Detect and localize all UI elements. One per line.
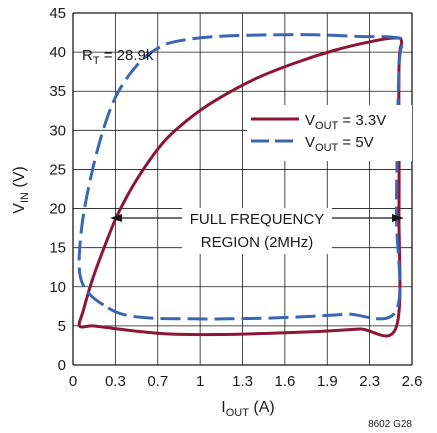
series-lines xyxy=(77,33,405,338)
grid xyxy=(72,12,413,366)
x-tick-label: 0.3 xyxy=(105,373,126,390)
x-axis-label: IOUT (A) xyxy=(221,399,274,419)
region-arrowhead-right xyxy=(392,214,404,222)
x-tick-label: 0 xyxy=(69,373,77,390)
legend-label-5v: VOUT = 5V xyxy=(305,134,374,154)
y-tick-label: 30 xyxy=(49,122,66,139)
y-tick-label: 45 xyxy=(49,5,66,22)
tick-labels: 0 0.3 0.7 1 1.3 1.6 1.9 2.3 2.6 0 5 10 15 20 25 30 35 40 4… xyxy=(49,5,422,390)
y-tick-label: 15 xyxy=(49,240,66,257)
figure-code: 8602 G28 xyxy=(368,419,412,430)
y-tick-label: 0 xyxy=(58,357,66,374)
y-tick-label: 35 xyxy=(49,83,66,100)
y-tick-label: 40 xyxy=(49,44,66,61)
y-axis-label: VIN (V) xyxy=(11,166,31,213)
region-label-line2: REGION (2MHz) xyxy=(201,234,314,251)
region-label-background xyxy=(182,208,332,254)
series-line-5v xyxy=(77,33,405,321)
y-tick-label: 25 xyxy=(49,161,66,178)
series-line-3v3 xyxy=(77,36,404,338)
region-arrowhead-left xyxy=(110,214,122,222)
legend-background xyxy=(247,105,412,161)
legend: VOUT = 3.3V VOUT = 5V xyxy=(247,105,412,161)
x-tick-label: 0.7 xyxy=(147,373,168,390)
x-tick-label: 1.9 xyxy=(317,373,338,390)
legend-label-3v3: VOUT = 3.3V xyxy=(305,112,386,132)
y-tick-label: 20 xyxy=(49,201,66,218)
x-tick-label: 1 xyxy=(196,373,204,390)
x-tick-label: 1.3 xyxy=(232,373,253,390)
y-tick-label: 5 xyxy=(58,318,66,335)
x-tick-label: 2.3 xyxy=(359,373,380,390)
rt-annotation: RT = 28.9k xyxy=(82,47,154,67)
x-tick-label: 2.6 xyxy=(402,373,423,390)
y-tick-label: 10 xyxy=(49,279,66,296)
region-label-line1: FULL FREQUENCY xyxy=(190,211,324,228)
region-annotation: FULL FREQUENCY REGION (2MHz) xyxy=(110,208,404,254)
x-tick-label: 1.6 xyxy=(274,373,295,390)
